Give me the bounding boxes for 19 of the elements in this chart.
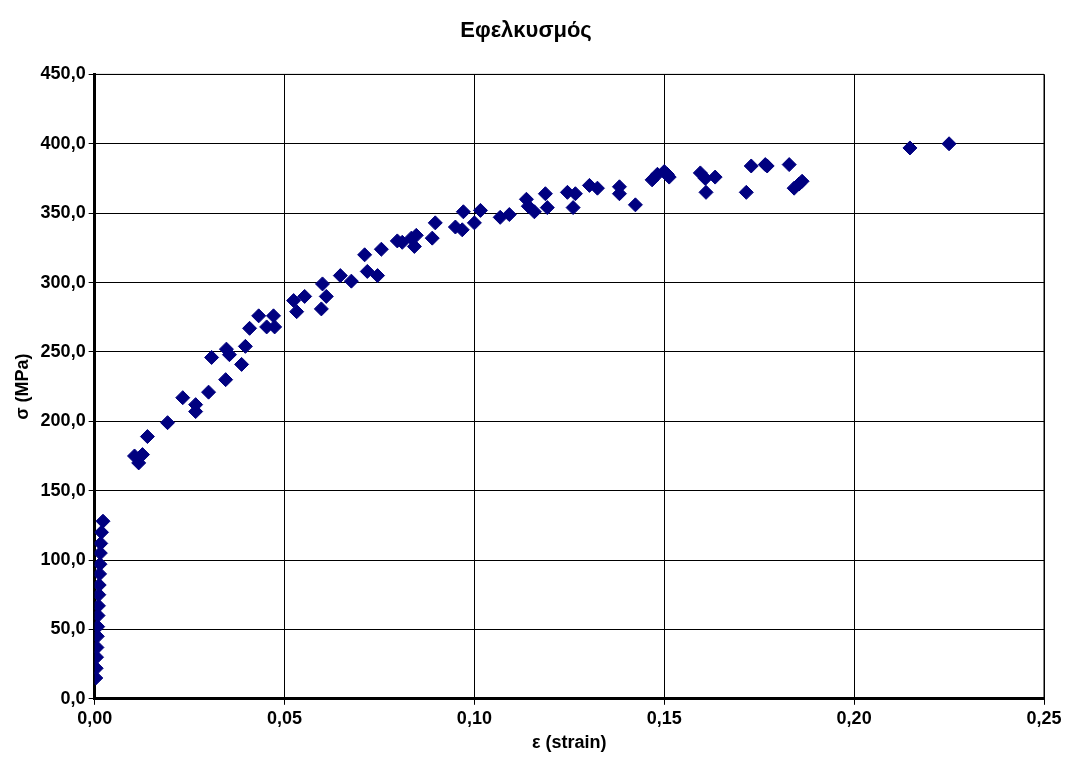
- x-tick-label: 0,00: [77, 707, 113, 728]
- x-tick-label: 0,10: [456, 707, 492, 728]
- y-tick-label: 350,0: [40, 202, 86, 223]
- x-tick-label: 0,15: [646, 707, 682, 728]
- y-axis-title: σ (MPa): [11, 353, 32, 420]
- y-tick-label: 250,0: [40, 340, 86, 361]
- y-tick-label: 0,0: [60, 687, 86, 708]
- x-tick-label: 0,05: [266, 707, 303, 728]
- chart-title: Εφελκυσμός: [460, 17, 592, 43]
- x-tick-label: 0,20: [836, 707, 872, 728]
- y-tick-label: 300,0: [40, 271, 86, 292]
- x-axis-title: ε (strain): [532, 732, 607, 753]
- y-tick-label: 400,0: [40, 132, 86, 153]
- y-tick-label: 50,0: [50, 618, 86, 639]
- y-tick-label: 150,0: [40, 479, 86, 500]
- y-tick-label: 200,0: [40, 410, 86, 431]
- y-tick-label: 100,0: [40, 549, 86, 570]
- x-tick-label: 0,25: [1026, 707, 1062, 728]
- y-tick-label: 450,0: [40, 63, 86, 84]
